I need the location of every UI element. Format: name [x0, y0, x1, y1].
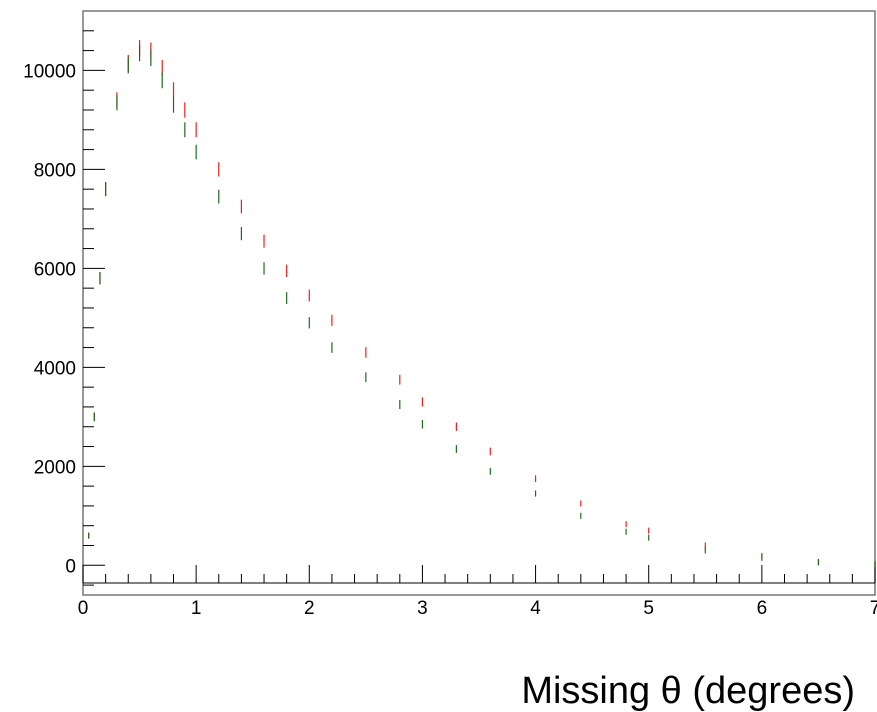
x-axis: 0 1 2 3 4 5 6 7	[78, 565, 877, 619]
y-tick-label: 8000	[34, 160, 76, 181]
x-tick-label: 7	[870, 598, 877, 619]
x-tick-label: 2	[304, 598, 315, 619]
y-tick-label: 10000	[23, 61, 76, 82]
x-tick-label: 0	[78, 598, 89, 619]
x-axis-title: Missing θ (degrees)	[521, 670, 855, 712]
x-tick-label: 3	[417, 598, 428, 619]
y-axis: 0 2000 4000 6000 8000 10000	[23, 30, 105, 586]
y-tick-label: 4000	[34, 358, 76, 379]
x-tick-label: 4	[530, 598, 541, 619]
y-tick-label: 2000	[34, 457, 76, 478]
y-tick-label: 0	[65, 556, 76, 577]
x-tick-label: 6	[757, 598, 768, 619]
y-tick-label: 6000	[34, 259, 76, 280]
series-2	[88, 44, 876, 568]
x-tick-label: 5	[643, 598, 654, 619]
series-layer	[88, 39, 876, 568]
x-tick-label: 1	[191, 598, 202, 619]
plot-frame	[82, 10, 876, 596]
series-1	[88, 39, 876, 568]
